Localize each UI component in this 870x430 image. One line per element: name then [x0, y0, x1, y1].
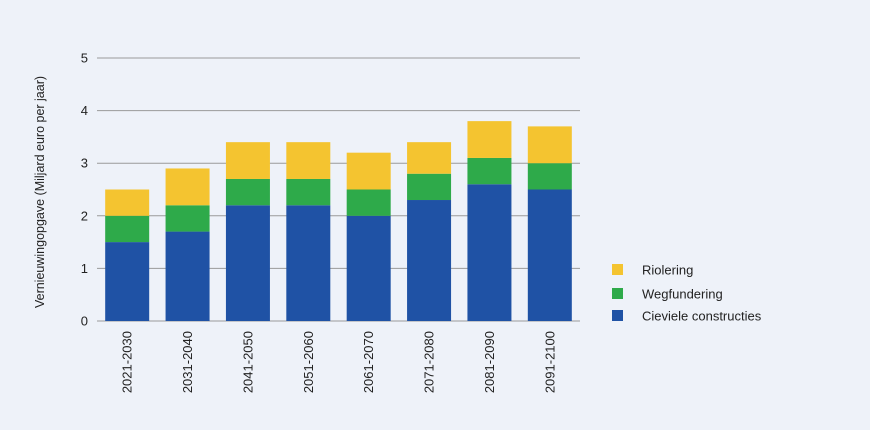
legend-label: Riolering: [642, 263, 693, 278]
bar-segment: [527, 126, 572, 164]
y-tick-label: 1: [81, 261, 88, 276]
y-tick-label: 5: [81, 51, 88, 66]
bar-segment: [225, 142, 270, 179]
bar-segment: [105, 189, 150, 216]
bar-segment: [105, 215, 150, 243]
x-tick-label: 2071-2080: [422, 331, 437, 393]
bar-segment: [165, 231, 210, 321]
bar-segment: [105, 242, 150, 321]
x-tick-label: 2031-2040: [180, 331, 195, 393]
legend-label: Cieviele constructies: [642, 309, 762, 324]
x-tick-label: 2061-2070: [361, 331, 376, 393]
x-tick-label: 2051-2060: [301, 331, 316, 393]
bar-segment: [165, 205, 210, 232]
y-tick-label: 2: [81, 208, 88, 223]
bar-segment: [407, 173, 452, 201]
bar-segment: [467, 121, 512, 158]
bar-segment: [467, 184, 512, 321]
legend: Riolering Wegfundering Cieviele constructi…: [612, 263, 762, 324]
bar-segment: [286, 178, 331, 206]
legend-swatch: [612, 264, 623, 275]
legend-swatch: [612, 288, 623, 299]
bars: [105, 121, 572, 321]
legend-label: Wegfundering: [642, 287, 723, 302]
bar-segment: [527, 163, 572, 190]
x-tick-label: 2081-2090: [482, 331, 497, 393]
y-tick-label: 0: [81, 314, 88, 329]
bar-segment: [407, 200, 452, 321]
x-tick-label: 2041-2050: [240, 331, 255, 393]
bar-segment: [346, 152, 391, 190]
bar-segment: [467, 157, 512, 185]
y-tick-label: 3: [81, 156, 88, 171]
bar-segment: [225, 205, 270, 321]
bar-segment: [165, 168, 210, 206]
y-tick-label: 4: [81, 103, 88, 118]
x-tick-label: 2091-2100: [542, 331, 557, 393]
y-axis-label: Vernieuwingopgave (Miljard euro per jaar…: [33, 76, 47, 308]
bar-segment: [407, 142, 452, 174]
x-tick-label: 2021-2030: [120, 331, 135, 393]
bar-segment: [286, 205, 331, 321]
x-axis-ticks: 2021-2030 2031-2040 2041-2050 2051-2060 2061…: [120, 331, 558, 393]
bar-segment: [225, 178, 270, 206]
bar-segment: [286, 142, 331, 179]
legend-swatch: [612, 310, 623, 321]
bar-segment: [346, 215, 391, 321]
y-axis-ticks: 0 1 2 3 4 5: [81, 51, 88, 329]
bar-segment: [527, 189, 572, 321]
bar-segment: [346, 189, 391, 216]
